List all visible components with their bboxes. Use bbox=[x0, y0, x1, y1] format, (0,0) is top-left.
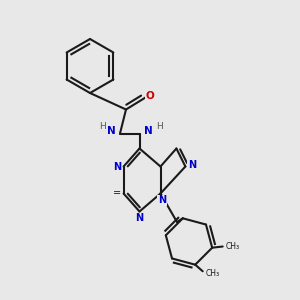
Text: N: N bbox=[113, 161, 121, 172]
Text: N: N bbox=[188, 160, 196, 170]
Text: CH₃: CH₃ bbox=[226, 242, 240, 251]
Text: O: O bbox=[146, 91, 154, 101]
Text: =: = bbox=[113, 188, 121, 199]
Text: N: N bbox=[135, 213, 144, 223]
Text: N: N bbox=[143, 126, 152, 136]
Text: H: H bbox=[99, 122, 105, 131]
Text: N: N bbox=[158, 195, 166, 205]
Text: CH₃: CH₃ bbox=[206, 268, 220, 278]
Text: N: N bbox=[107, 126, 116, 136]
Text: H: H bbox=[156, 122, 162, 131]
